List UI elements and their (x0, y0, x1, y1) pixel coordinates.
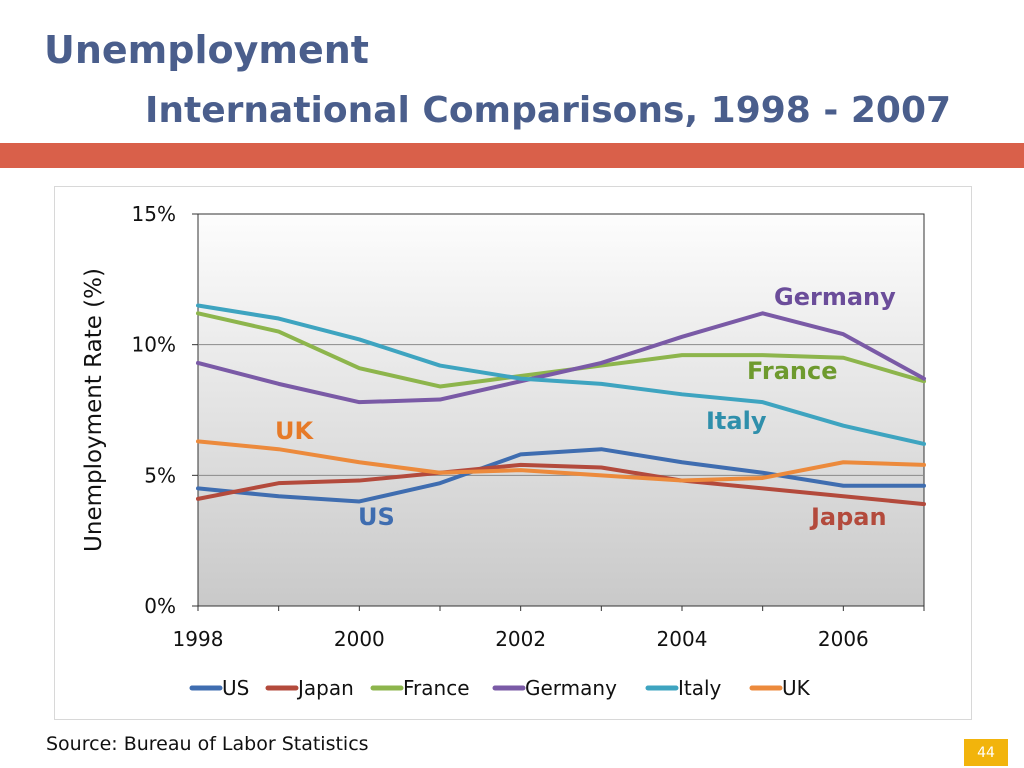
series-line-uk (196, 439, 926, 483)
series-line-us (196, 447, 926, 504)
series-annotation-uk: UK (275, 417, 314, 445)
series-annotation-germany: Germany (774, 283, 896, 311)
legend-label-japan: Japan (296, 676, 354, 700)
y-axis-title: Unemployment Rate (%) (81, 268, 107, 552)
x-tick-label: 2006 (818, 627, 869, 651)
legend-label-germany: Germany (525, 676, 617, 700)
legend-label-italy: Italy (678, 676, 722, 700)
x-tick-label: 2002 (495, 627, 546, 651)
slide-subtitle: International Comparisons, 1998 - 2007 (145, 90, 952, 131)
source-note: Source: Bureau of Labor Statistics (46, 733, 369, 755)
plot-area (197, 213, 925, 607)
legend-label-uk: UK (782, 676, 811, 700)
series-annotation-japan: Japan (809, 503, 887, 531)
accent-bar (0, 143, 1024, 168)
legend-label-us: US (222, 676, 249, 700)
y-tick-label: 10% (132, 333, 176, 357)
series-annotation-italy: Italy (706, 407, 767, 435)
x-tick-label: 2000 (334, 627, 385, 651)
page-number-badge: 44 (964, 739, 1008, 766)
series-annotation-france: France (747, 357, 837, 385)
chart-container: 0% 5% 10% 15% 1998 2000 2002 2004 2006 Unemployme… (54, 186, 972, 720)
slide-title: Unemployment (44, 28, 369, 72)
series-annotation-us: US (358, 503, 395, 531)
legend-label-france: France (403, 676, 470, 700)
line-chart: 0% 5% 10% 15% 1998 2000 2002 2004 2006 Unemployme… (81, 202, 926, 700)
x-tick-label: 1998 (173, 627, 224, 651)
x-tick-label: 2004 (657, 627, 708, 651)
y-tick-label: 0% (144, 594, 176, 618)
series-line-italy (196, 303, 926, 446)
series-line-japan (196, 462, 926, 507)
series-line-germany (196, 311, 926, 405)
y-tick-label: 5% (144, 463, 176, 487)
y-tick-label: 15% (132, 202, 176, 226)
